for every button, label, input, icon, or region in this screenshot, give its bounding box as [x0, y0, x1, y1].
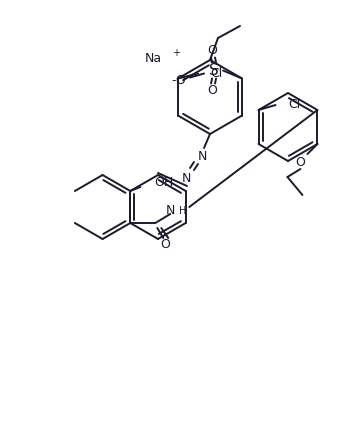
Text: H: H	[179, 206, 187, 216]
Text: O: O	[207, 44, 217, 57]
Text: O: O	[296, 157, 305, 170]
Text: Cl: Cl	[210, 67, 222, 80]
Text: N: N	[166, 205, 175, 218]
Text: S: S	[209, 63, 219, 78]
Text: N: N	[197, 150, 207, 162]
Text: -O: -O	[171, 74, 186, 87]
Text: +: +	[172, 49, 180, 58]
Text: O: O	[207, 84, 217, 97]
Text: N: N	[181, 171, 191, 185]
Text: Na: Na	[145, 52, 162, 65]
Text: O: O	[161, 239, 170, 251]
Text: Cl: Cl	[289, 98, 301, 112]
Text: OH: OH	[154, 177, 174, 190]
